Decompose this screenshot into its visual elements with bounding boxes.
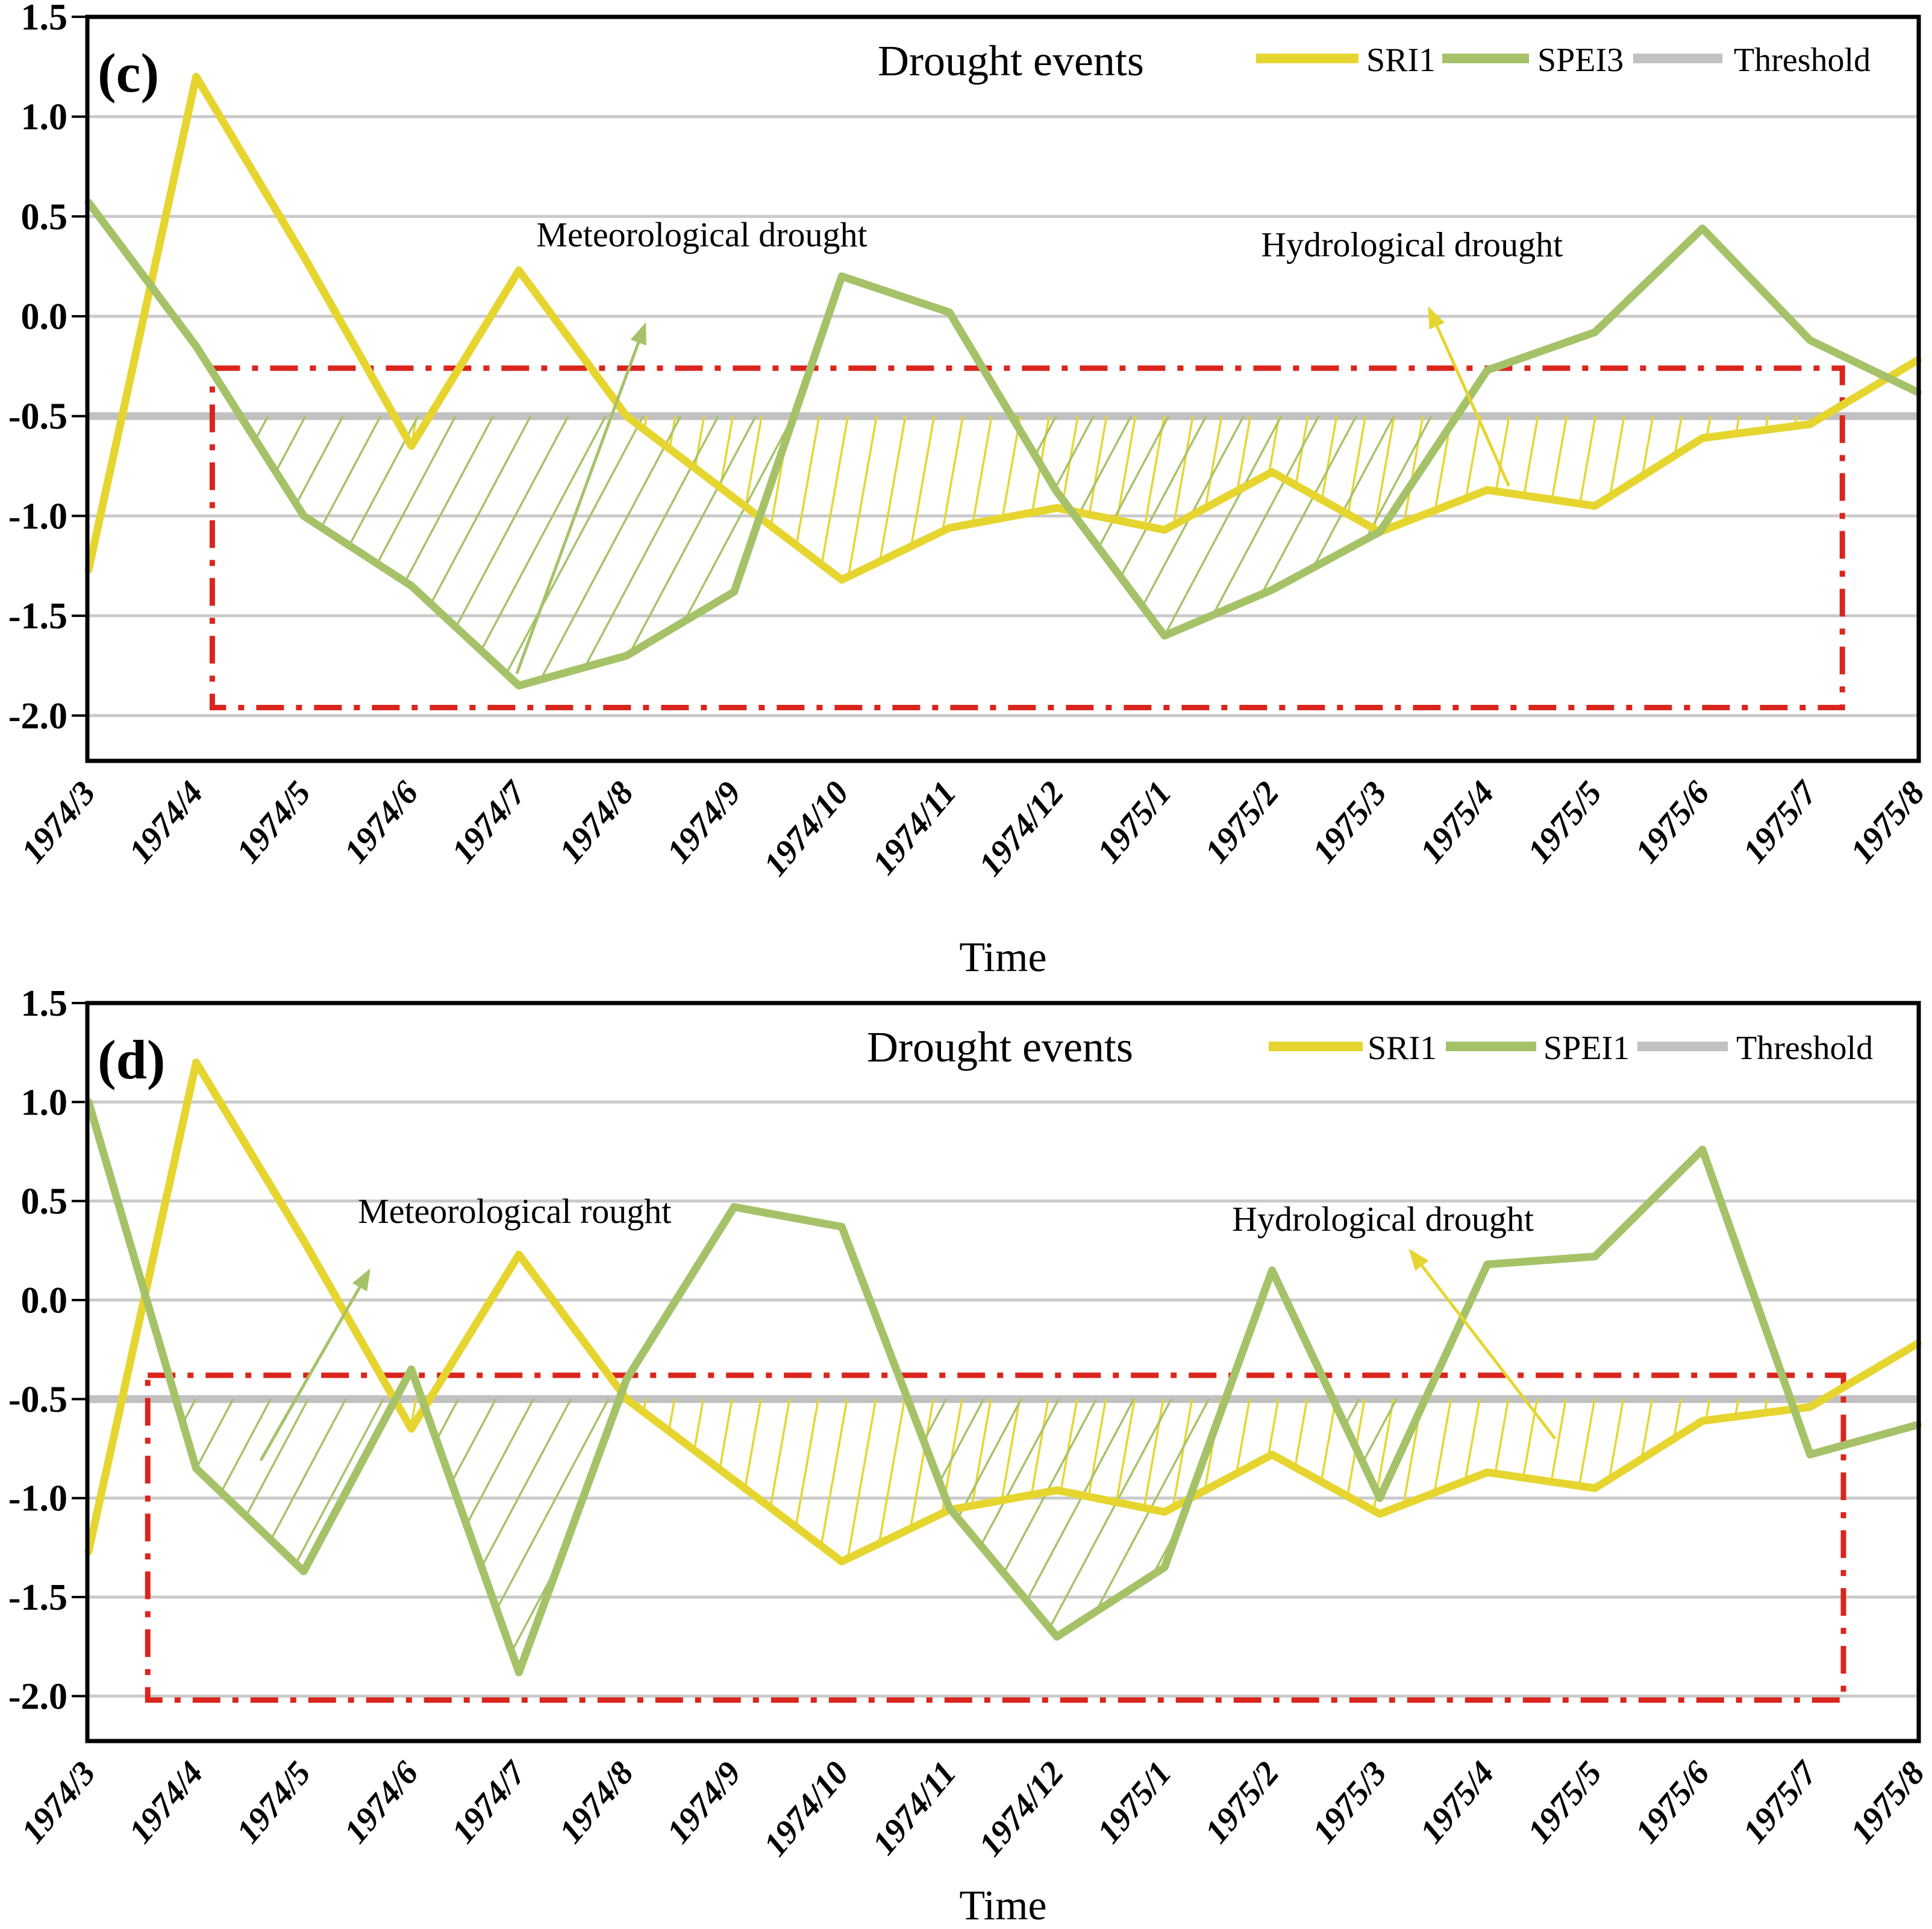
- annotation-label: Meteorological rought: [358, 1192, 671, 1231]
- y-tick-label: -1.5: [8, 596, 67, 637]
- x-tick-label: 1974/9: [660, 775, 748, 871]
- x-tick-label: 1975/1: [1090, 1755, 1178, 1851]
- x-axis-title: Time: [959, 1883, 1046, 1926]
- x-tick-label: 1974/6: [337, 1755, 425, 1851]
- panel-c: 1.5 1.0 0.5 0.0 -0.5 -1.0 -1.5 -2.0 Meteorologic…: [8, 0, 1932, 981]
- annotation-label: Meteorological drought: [536, 215, 867, 254]
- x-tick-label: 1974/11: [865, 775, 963, 882]
- x-tick-label: 1975/4: [1413, 775, 1501, 871]
- x-tick-label: 1974/7: [445, 774, 534, 871]
- annotation-arrow-shaft: [1431, 316, 1510, 487]
- x-tick-label: 1974/12: [972, 775, 1071, 883]
- y-tick-label: 1.5: [21, 0, 68, 38]
- x-tick-label: 1975/4: [1413, 1755, 1501, 1851]
- legend-label-sri1: SRI1: [1366, 42, 1436, 79]
- x-tick-label: 1975/7: [1736, 1754, 1825, 1851]
- x-tick-label: 1975/8: [1843, 775, 1932, 871]
- plot-border: [85, 14, 1921, 763]
- x-tick-label: 1975/2: [1198, 775, 1286, 871]
- x-tick-label: 1974/4: [122, 775, 210, 871]
- plot-border: [85, 1001, 1921, 1743]
- x-tick-label: 1975/8: [1843, 1755, 1932, 1851]
- x-tick-label: 1974/6: [337, 775, 425, 871]
- annotation-arrow-shaft: [1415, 1257, 1557, 1440]
- x-tick-label: 1974/3: [14, 1755, 102, 1851]
- legend-label-spei3: SPEI3: [1537, 42, 1624, 79]
- y-tick-label: 1.0: [21, 1082, 68, 1123]
- x-tick-label: 1975/3: [1305, 775, 1394, 871]
- spei3-drought-hatch: [1011, 416, 1457, 636]
- x-tick-label: 1975/3: [1305, 1755, 1394, 1851]
- x-tick-label: 1974/7: [445, 1754, 534, 1851]
- y-tick-label: -0.5: [8, 1379, 67, 1420]
- x-tick-label: 1974/3: [14, 775, 102, 871]
- spei1-drought-hatch: [422, 1399, 619, 1672]
- y-tick-label: -2.0: [8, 1676, 67, 1717]
- y-tick-label: -1.0: [8, 496, 67, 537]
- spei1-line: [84, 1098, 1922, 1677]
- annotation-arrowhead-icon: [352, 1268, 370, 1292]
- x-tick-label: 1975/5: [1521, 775, 1609, 871]
- y-tick-label: 1.0: [21, 97, 68, 138]
- x-tick-label: 1974/10: [757, 1755, 856, 1863]
- x-tick-label: 1974/8: [552, 775, 640, 871]
- spei3-drought-hatch: [240, 416, 795, 686]
- y-tick-label: -1.0: [8, 1478, 67, 1519]
- x-tick-label: 1974/9: [660, 1755, 748, 1851]
- x-tick-label: 1975/6: [1628, 1755, 1716, 1851]
- y-tick-label: -2.0: [8, 696, 67, 737]
- annotation-label: Hydrological drought: [1232, 1199, 1534, 1239]
- panel-d: 1.5 1.0 0.5 0.0 -0.5 -1.0 -1.5 -2.0 Meteorologic…: [8, 983, 1932, 1929]
- x-tick-label: 1975/5: [1521, 1755, 1609, 1851]
- x-tick-label: 1974/8: [552, 1755, 640, 1851]
- y-tick-label: 0.0: [21, 296, 68, 337]
- x-tick-label: 1975/2: [1198, 1755, 1286, 1851]
- x-tick-label: 1975/7: [1736, 774, 1825, 871]
- y-tick-label: -0.5: [8, 396, 67, 437]
- chart-title: Drought events: [878, 37, 1144, 85]
- legend-label-threshold: Threshold: [1736, 1030, 1873, 1067]
- y-tick-label: 1.5: [21, 983, 68, 1024]
- legend-label-threshold: Threshold: [1734, 42, 1871, 79]
- annotation-arrow-shaft: [259, 1278, 366, 1462]
- y-tick-label: 0.0: [21, 1280, 68, 1321]
- panel-label: (d): [98, 1029, 165, 1090]
- spei1-drought-hatch: [1333, 1399, 1425, 1498]
- chart-title: Drought events: [867, 1023, 1133, 1071]
- annotation-arrowhead-icon: [1428, 306, 1445, 330]
- panel-label: (c): [98, 42, 159, 104]
- x-tick-label: 1974/10: [757, 775, 856, 883]
- legend-label-spei1: SPEI1: [1543, 1030, 1630, 1067]
- spei3-line: [84, 198, 1922, 690]
- x-tick-label: 1975/1: [1090, 775, 1178, 871]
- x-axis-title: Time: [959, 934, 1046, 981]
- sri1-line: [84, 72, 1922, 584]
- spei1-drought-hatch: [175, 1399, 396, 1572]
- annotation-label: Hydrological drought: [1261, 225, 1563, 264]
- x-tick-label: 1974/5: [230, 1755, 318, 1851]
- y-tick-label: 0.5: [21, 196, 68, 237]
- red-event-box: [145, 1372, 1846, 1703]
- x-tick-label: 1974/5: [230, 775, 318, 871]
- annotation-arrowhead-icon: [1408, 1248, 1429, 1271]
- x-tick-label: 1974/4: [122, 1755, 210, 1851]
- annotation-arrow-shaft: [515, 333, 643, 675]
- y-tick-label: -1.5: [8, 1577, 67, 1618]
- x-tick-label: 1974/11: [865, 1755, 963, 1862]
- red-event-box: [209, 365, 1845, 711]
- y-tick-label: 0.5: [21, 1181, 68, 1222]
- annotation-arrowhead-icon: [630, 322, 646, 346]
- x-tick-label: 1974/12: [972, 1755, 1071, 1863]
- legend-label-sri1: SRI1: [1368, 1030, 1437, 1067]
- x-tick-label: 1975/6: [1628, 775, 1716, 871]
